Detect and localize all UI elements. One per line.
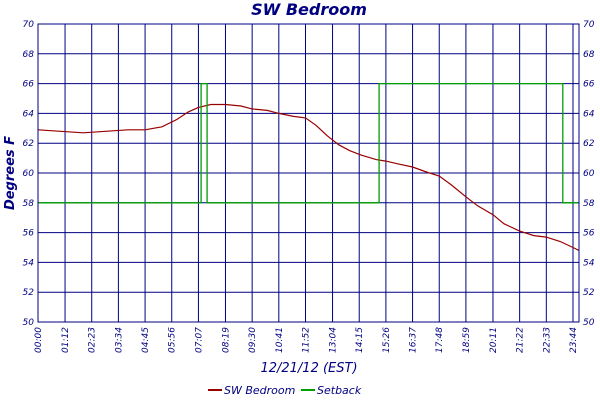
series-line-setback (38, 82, 579, 204)
x-tick-label: 18:59 (462, 327, 472, 353)
series-line-sw-bedroom (37, 103, 580, 252)
y-tick-label-left: 54 (23, 258, 35, 268)
y-tick-label-left: 70 (23, 20, 35, 30)
y-tick-label-left: 68 (23, 50, 35, 60)
x-tick-label: 23:44 (569, 327, 579, 353)
x-tick-label: 10:41 (275, 327, 285, 353)
x-tick-label: 00:00 (34, 327, 44, 353)
y-tick-label-right: 56 (583, 229, 595, 239)
x-tick-label: 21:22 (516, 327, 526, 353)
x-tick-label: 01:12 (61, 327, 71, 353)
x-tick-label: 14:15 (355, 327, 365, 353)
y-tick-label-right: 70 (583, 20, 595, 30)
legend-label: Setback (317, 384, 362, 397)
x-tick-label: 07:07 (194, 327, 204, 353)
x-tick-label: 20:11 (489, 327, 499, 353)
y-tick-label-right: 62 (583, 139, 595, 149)
series-layer (37, 82, 580, 252)
y-tick-label-right: 54 (583, 258, 595, 268)
x-tick-label: 09:30 (248, 327, 258, 353)
x-tick-label: 17:48 (435, 327, 445, 353)
x-tick-label: 03:34 (114, 327, 124, 353)
x-tick-label: 05:56 (168, 327, 178, 353)
x-tick-label: 13:04 (329, 327, 339, 353)
x-tick-label: 16:37 (409, 327, 419, 353)
y-tick-label-left: 64 (23, 109, 35, 119)
y-tick-label-left: 52 (23, 288, 35, 298)
y-tick-label-left: 50 (23, 318, 35, 328)
y-tick-label-right: 64 (583, 109, 595, 119)
y-tick-label-left: 66 (23, 80, 35, 90)
gridlines (37, 23, 579, 323)
x-tick-label: 15:26 (382, 327, 392, 353)
legend-label: SW Bedroom (224, 384, 295, 397)
x-axis-label: 12/21/12 (EST) (260, 361, 357, 376)
y-tick-label-left: 62 (23, 139, 35, 149)
plot-frame (37, 23, 580, 323)
y-tick-label-left: 58 (23, 199, 35, 209)
x-tick-label: 04:45 (141, 327, 151, 353)
y-tick-label-left: 56 (23, 229, 35, 239)
y-tick-label-right: 66 (583, 80, 595, 90)
y-tick-label-right: 52 (583, 288, 595, 298)
y-tick-label-right: 58 (583, 199, 595, 209)
chart-title: SW Bedroom (251, 0, 367, 19)
y-tick-label-right: 50 (583, 318, 595, 328)
y-tick-label-right: 68 (583, 50, 595, 60)
y-axis-label: Degrees F (3, 136, 18, 210)
x-tick-label: 02:23 (88, 327, 98, 353)
legend: SW Bedroom Setback (208, 384, 362, 397)
x-tick-label: 11:52 (301, 327, 311, 353)
y-tick-label-right: 60 (583, 169, 595, 179)
tick-labels: 50 50 52 52 54 54 56 56 58 58 60 60 62 62 64 64 66 66 68 68… (23, 20, 595, 353)
y-tick-label-left: 60 (23, 169, 35, 179)
x-tick-label: 08:19 (221, 327, 231, 353)
x-tick-label: 22:33 (542, 327, 552, 353)
